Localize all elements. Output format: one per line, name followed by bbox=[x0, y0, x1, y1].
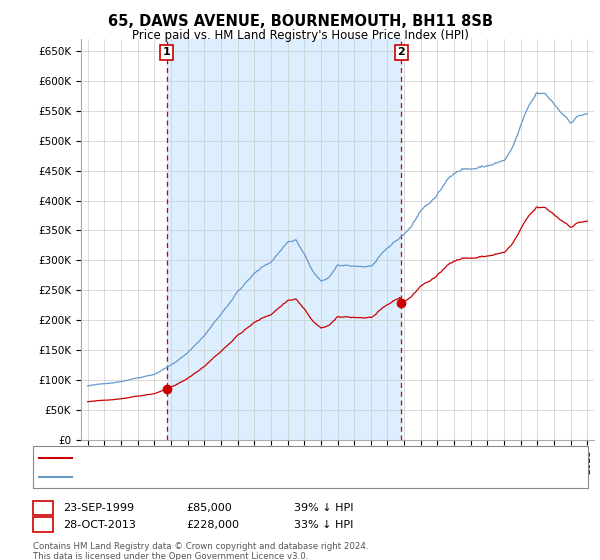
Text: HPI: Average price, detached house, Bournemouth Christchurch and Poole: HPI: Average price, detached house, Bour… bbox=[78, 472, 466, 482]
Text: 39% ↓ HPI: 39% ↓ HPI bbox=[294, 503, 353, 513]
Text: £85,000: £85,000 bbox=[186, 503, 232, 513]
Text: 33% ↓ HPI: 33% ↓ HPI bbox=[294, 520, 353, 530]
Text: 2: 2 bbox=[39, 520, 47, 530]
Text: 65, DAWS AVENUE, BOURNEMOUTH, BH11 8SB: 65, DAWS AVENUE, BOURNEMOUTH, BH11 8SB bbox=[107, 14, 493, 29]
Bar bbox=[167, 39, 401, 440]
Text: £228,000: £228,000 bbox=[186, 520, 239, 530]
Text: 28-OCT-2013: 28-OCT-2013 bbox=[63, 520, 136, 530]
Text: Contains HM Land Registry data © Crown copyright and database right 2024.
This d: Contains HM Land Registry data © Crown c… bbox=[33, 542, 368, 560]
Text: 2: 2 bbox=[397, 48, 405, 57]
Text: 23-SEP-1999: 23-SEP-1999 bbox=[63, 503, 134, 513]
Text: Price paid vs. HM Land Registry's House Price Index (HPI): Price paid vs. HM Land Registry's House … bbox=[131, 29, 469, 42]
Text: 65, DAWS AVENUE, BOURNEMOUTH, BH11 8SB (detached house): 65, DAWS AVENUE, BOURNEMOUTH, BH11 8SB (… bbox=[78, 453, 417, 463]
Text: 1: 1 bbox=[163, 48, 170, 57]
Text: 1: 1 bbox=[39, 503, 47, 513]
